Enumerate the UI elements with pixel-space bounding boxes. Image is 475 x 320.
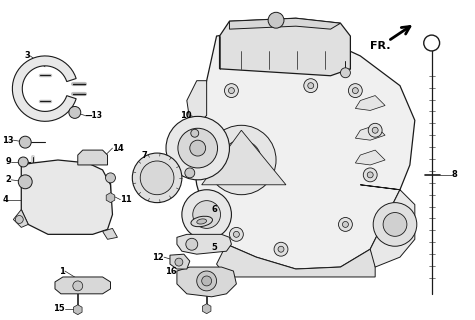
Polygon shape [187, 81, 207, 125]
Circle shape [341, 68, 351, 78]
Circle shape [105, 173, 115, 183]
Polygon shape [355, 150, 385, 165]
Circle shape [278, 246, 284, 252]
Circle shape [190, 140, 206, 156]
Polygon shape [78, 150, 107, 165]
Circle shape [274, 242, 288, 256]
Circle shape [221, 140, 261, 180]
Polygon shape [217, 244, 375, 277]
Circle shape [15, 215, 23, 223]
Circle shape [182, 190, 231, 239]
Circle shape [166, 116, 229, 180]
Text: 13: 13 [2, 136, 13, 145]
Circle shape [229, 228, 243, 241]
Ellipse shape [191, 216, 212, 227]
Circle shape [339, 218, 352, 231]
Polygon shape [361, 185, 415, 267]
Text: 10: 10 [180, 111, 192, 120]
Text: 5: 5 [211, 243, 218, 252]
Polygon shape [13, 210, 28, 228]
Circle shape [383, 212, 407, 236]
Ellipse shape [197, 219, 207, 224]
Circle shape [342, 221, 348, 228]
Circle shape [233, 231, 239, 237]
Text: 11: 11 [120, 195, 132, 204]
Circle shape [348, 84, 362, 98]
Polygon shape [355, 96, 385, 110]
Circle shape [178, 128, 218, 168]
Polygon shape [106, 193, 115, 203]
Polygon shape [177, 234, 231, 254]
Polygon shape [170, 254, 190, 269]
Circle shape [140, 161, 174, 195]
Text: 12: 12 [152, 253, 164, 262]
Circle shape [363, 168, 377, 182]
Circle shape [193, 201, 220, 228]
Circle shape [186, 238, 198, 250]
Circle shape [69, 107, 81, 118]
Polygon shape [177, 267, 237, 297]
Text: 3: 3 [24, 52, 30, 60]
Polygon shape [21, 160, 113, 234]
Polygon shape [355, 125, 385, 140]
Polygon shape [229, 18, 341, 29]
Circle shape [19, 157, 28, 167]
Text: 7: 7 [142, 150, 147, 160]
Polygon shape [103, 228, 117, 239]
Circle shape [367, 172, 373, 178]
Polygon shape [219, 18, 351, 76]
Circle shape [202, 276, 211, 286]
Circle shape [352, 88, 358, 93]
Text: 2: 2 [6, 175, 11, 184]
Circle shape [368, 123, 382, 137]
Circle shape [268, 12, 284, 28]
Text: FR.: FR. [370, 41, 391, 51]
Text: —13: —13 [85, 111, 103, 120]
Text: 16: 16 [165, 267, 177, 276]
Circle shape [19, 136, 31, 148]
Circle shape [175, 258, 183, 266]
Circle shape [373, 203, 417, 246]
Text: 9: 9 [6, 157, 11, 166]
Polygon shape [74, 305, 82, 315]
Circle shape [228, 88, 234, 93]
Polygon shape [202, 304, 211, 314]
Circle shape [207, 125, 276, 195]
Circle shape [372, 127, 378, 133]
Text: 4: 4 [2, 195, 9, 204]
Circle shape [304, 79, 318, 92]
Circle shape [197, 271, 217, 291]
Polygon shape [55, 277, 111, 294]
Text: 1: 1 [59, 267, 65, 276]
Text: 15: 15 [53, 304, 65, 313]
Circle shape [225, 84, 238, 98]
Circle shape [185, 168, 195, 178]
Polygon shape [202, 130, 286, 185]
Circle shape [73, 281, 83, 291]
Polygon shape [192, 28, 415, 269]
Circle shape [191, 129, 199, 137]
Text: 6: 6 [211, 205, 218, 214]
Text: 14: 14 [113, 144, 124, 153]
Polygon shape [12, 56, 76, 121]
Circle shape [19, 175, 32, 189]
Text: 8: 8 [452, 170, 457, 180]
Circle shape [133, 153, 182, 203]
Circle shape [308, 83, 314, 89]
